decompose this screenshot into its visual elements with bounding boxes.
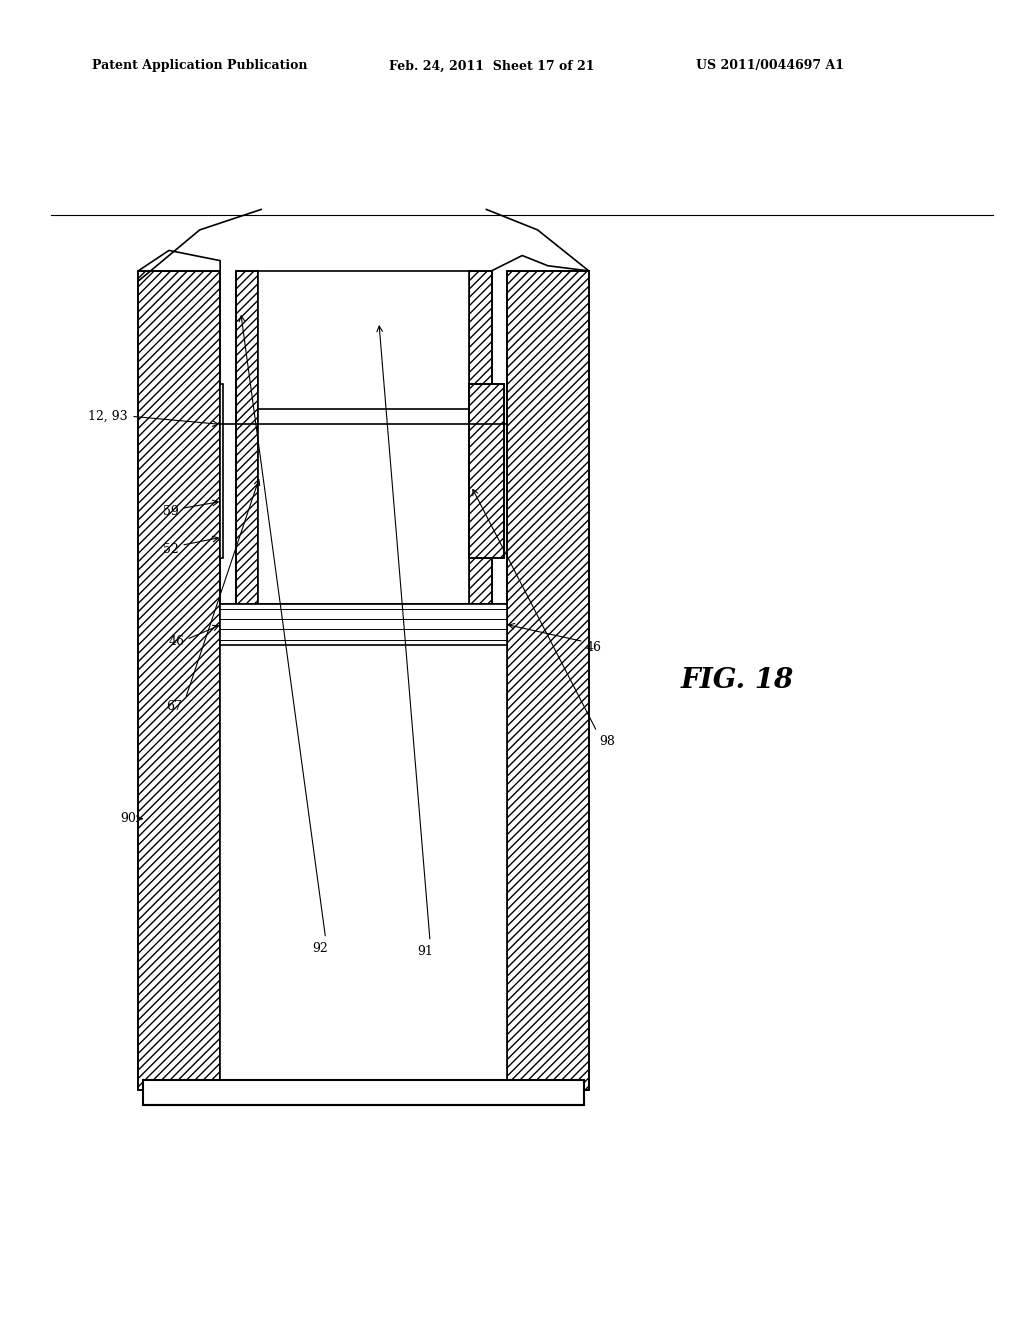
Text: 12, 93: 12, 93 [88, 409, 128, 422]
Text: 90: 90 [120, 812, 136, 825]
Bar [220, 603, 507, 1080]
Bar [469, 384, 504, 557]
Text: 46: 46 [168, 635, 184, 648]
Bar [143, 1080, 584, 1105]
Bar [138, 271, 220, 1090]
Text: 98: 98 [599, 735, 615, 748]
Text: 92: 92 [312, 942, 329, 956]
Bar [220, 603, 507, 644]
Text: 46: 46 [586, 642, 602, 655]
Bar [236, 271, 258, 603]
Bar [469, 384, 504, 557]
Text: FIG. 18: FIG. 18 [681, 667, 794, 694]
Bar [469, 271, 492, 603]
Text: 91: 91 [417, 945, 433, 958]
Text: Patent Application Publication: Patent Application Publication [92, 59, 307, 73]
FancyBboxPatch shape [507, 271, 589, 1090]
Text: 59: 59 [164, 506, 179, 517]
Bar [236, 271, 258, 603]
Text: Feb. 24, 2011  Sheet 17 of 21: Feb. 24, 2011 Sheet 17 of 21 [389, 59, 595, 73]
FancyBboxPatch shape [138, 271, 220, 1090]
Bar [469, 271, 492, 603]
Bar [258, 271, 469, 603]
Text: 67: 67 [166, 700, 182, 713]
Text: US 2011/0044697 A1: US 2011/0044697 A1 [696, 59, 845, 73]
Bar [507, 271, 589, 1090]
Bar [220, 384, 223, 557]
Text: 52: 52 [164, 543, 179, 556]
